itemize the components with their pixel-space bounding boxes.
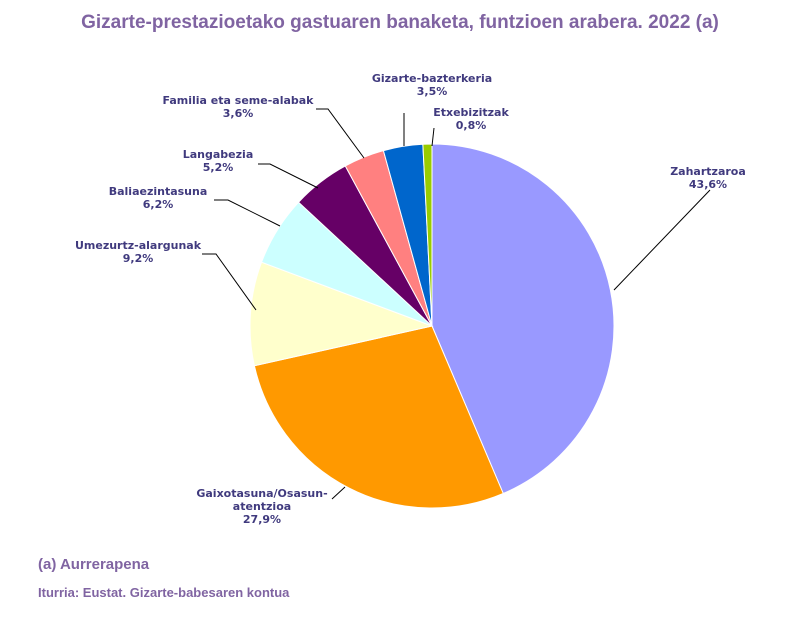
- slice-category-label: Umezurtz-alargunak: [75, 239, 202, 252]
- slice-label: Familia eta seme-alabak 3,6%: [162, 94, 314, 120]
- slice-value-label: 5,2%: [203, 161, 234, 174]
- pie-slice: [431, 143, 615, 495]
- source-note: Iturria: Eustat. Gizarte-babesaren kontu…: [38, 585, 290, 600]
- leader-line: [613, 189, 711, 291]
- leader-line: [202, 253, 257, 311]
- slice-label: Gaixotasuna/Osasun-atentzioa 27,9%: [196, 487, 327, 526]
- slice-category-label: Baliaezintasuna: [109, 185, 208, 198]
- slice-category-label: Zahartzaroa: [670, 165, 746, 178]
- footnote: (a) Aurrerapena: [38, 556, 150, 573]
- slice-label: Umezurtz-alargunak 9,2%: [75, 239, 202, 265]
- slice-category-label: Gizarte-bazterkeria: [372, 72, 492, 85]
- slice-label: Baliaezintasuna 6,2%: [109, 185, 208, 211]
- slice-label: Zahartzaroa 43,6%: [670, 165, 746, 191]
- pie-slice: [249, 261, 434, 367]
- slice-label: Gizarte-bazterkeria 3,5%: [372, 72, 492, 98]
- leader-line: [214, 199, 281, 227]
- leader-line: [431, 127, 435, 147]
- slice-value-label: 6,2%: [143, 198, 174, 211]
- slice-value-label: 3,5%: [417, 85, 448, 98]
- slice-value-label: 27,9%: [243, 513, 281, 526]
- leader-line: [331, 486, 346, 500]
- slice-value-label: 43,6%: [689, 178, 727, 191]
- slice-value-label: 0,8%: [456, 119, 487, 132]
- leader-line: [258, 163, 319, 189]
- slice-category-label: Langabezia: [183, 148, 254, 161]
- slice-label: Etxebizitzak 0,8%: [433, 106, 509, 132]
- slice-value-label: 3,6%: [223, 107, 254, 120]
- chart-title: Gizarte-prestazioetako gastuaren banaket…: [81, 12, 719, 33]
- slice-label: Langabezia 5,2%: [183, 148, 254, 174]
- slice-category-label: atentzioa: [233, 500, 291, 513]
- slice-category-label: Gaixotasuna/Osasun-: [196, 487, 327, 500]
- slice-category-label: Etxebizitzak: [433, 106, 509, 119]
- slice-value-label: 9,2%: [123, 252, 154, 265]
- pie-slice: [253, 325, 504, 509]
- slice-category-label: Familia eta seme-alabak: [162, 94, 314, 107]
- leader-line: [316, 108, 365, 159]
